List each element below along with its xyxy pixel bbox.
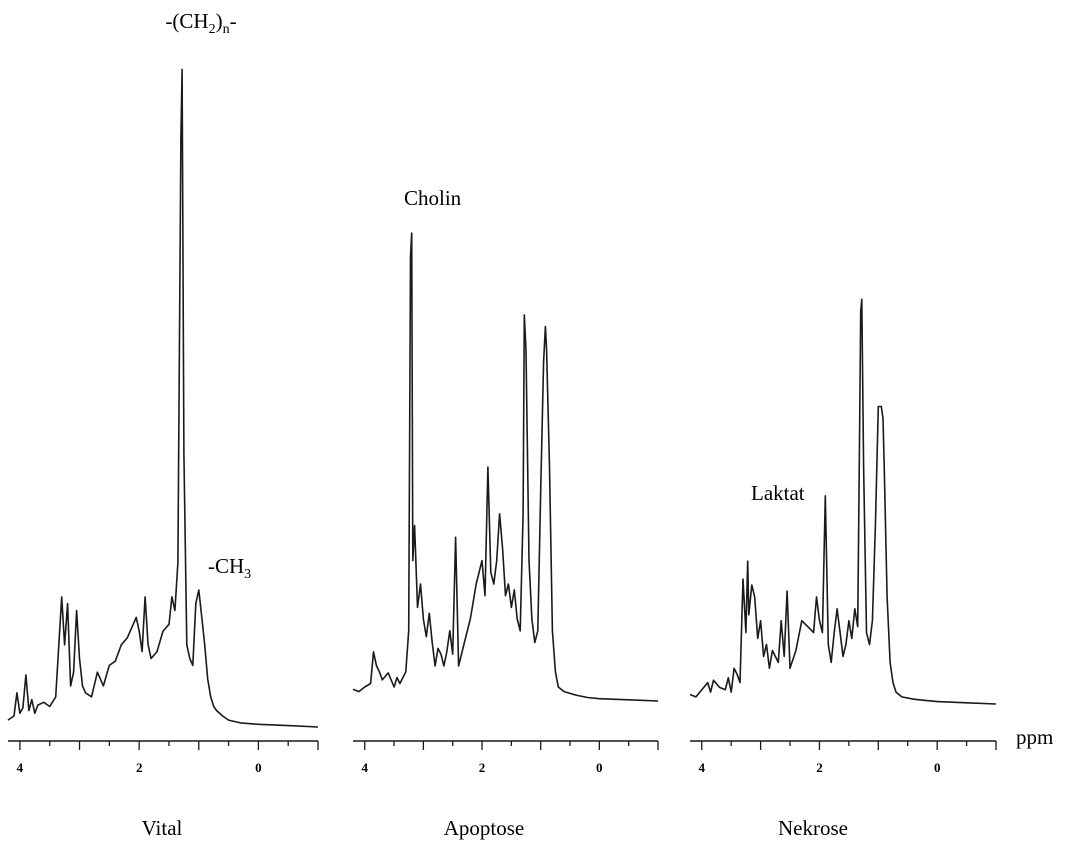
x-tick-label: 4 (361, 760, 368, 775)
panel-label-nekrose: Nekrose (778, 816, 848, 840)
axis-unit-ppm: ppm (1016, 725, 1053, 749)
x-tick-label: 4 (699, 760, 706, 775)
x-tick-label: 4 (17, 760, 24, 775)
spectrum-panel-vital: 4 2 0 (7, 68, 319, 775)
x-tick-label: 0 (934, 760, 941, 775)
spectrum-trace-vital (7, 68, 319, 728)
annotation-cholin: Cholin (404, 186, 462, 210)
annotation-ch2n: -(CH2)n- (165, 9, 236, 37)
x-tick-label: 2 (136, 760, 143, 775)
annotation-laktat: Laktat (751, 481, 805, 505)
panel-label-apoptose: Apoptose (444, 816, 525, 840)
spectrum-panel-apoptose: 4 2 0 (352, 232, 659, 775)
panel-label-vital: Vital (142, 816, 183, 840)
spectrum-panel-nekrose: 4 2 0 (689, 298, 997, 775)
x-tick-label: 0 (596, 760, 603, 775)
x-tick-label: 2 (816, 760, 823, 775)
x-tick-label: 0 (255, 760, 262, 775)
spectrum-trace-nekrose (689, 298, 997, 705)
x-tick-label: 2 (479, 760, 486, 775)
spectrum-trace-apoptose (352, 232, 659, 702)
annotation-ch3: -CH3 (208, 554, 251, 582)
